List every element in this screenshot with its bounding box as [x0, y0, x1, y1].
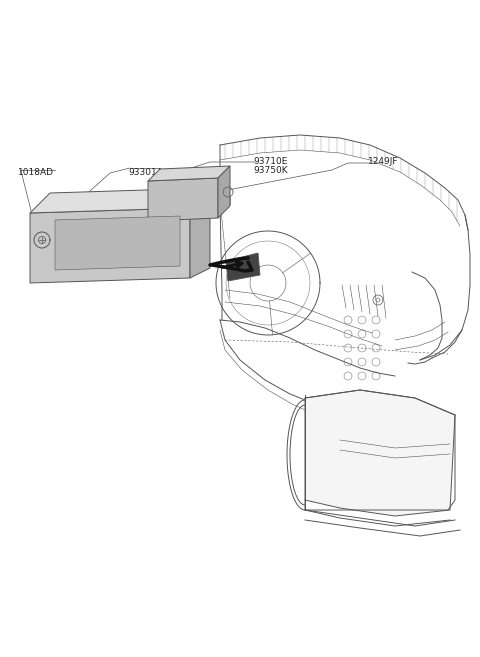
Polygon shape: [148, 178, 218, 221]
Polygon shape: [305, 390, 455, 516]
Text: 93750K: 93750K: [253, 166, 288, 175]
Polygon shape: [190, 188, 210, 278]
Polygon shape: [30, 208, 190, 283]
Text: 93710E: 93710E: [253, 157, 288, 166]
Polygon shape: [30, 188, 210, 213]
Polygon shape: [218, 166, 230, 218]
Polygon shape: [148, 166, 230, 181]
Polygon shape: [226, 253, 260, 281]
Text: 1018AD: 1018AD: [18, 168, 54, 177]
Text: 1249JF: 1249JF: [368, 157, 398, 166]
Text: 93301A: 93301A: [128, 168, 163, 177]
Polygon shape: [55, 216, 180, 270]
